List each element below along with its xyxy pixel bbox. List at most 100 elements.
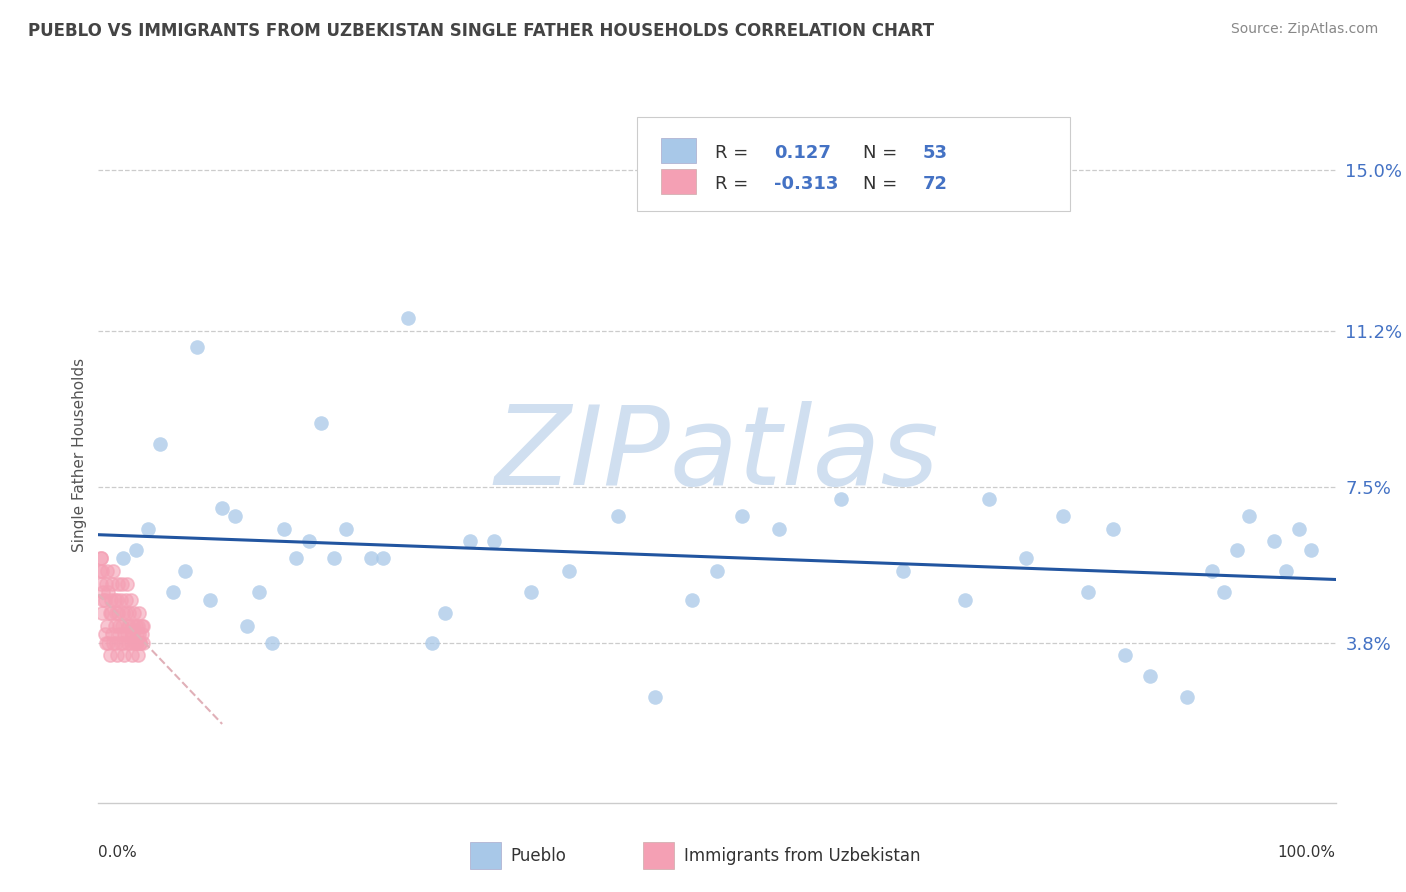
Point (128, 606, 150, 620)
Text: Immigrants from Uzbekistan: Immigrants from Uzbekistan (683, 847, 920, 864)
Point (979, 492, 1001, 507)
Point (111, 576, 134, 591)
Point (1275, 564, 1298, 578)
Point (101, 576, 124, 591)
Point (100, 606, 122, 620)
Point (557, 564, 579, 578)
Point (198, 593, 221, 607)
Bar (661, 169, 696, 194)
Point (162, 585, 184, 599)
Point (149, 437, 172, 451)
Point (115, 627, 138, 641)
Point (120, 635, 142, 649)
Point (298, 534, 321, 549)
Point (97, 585, 120, 599)
Point (114, 593, 136, 607)
Point (484, 534, 506, 549)
Point (1139, 669, 1161, 683)
Point (112, 648, 135, 663)
Bar (470, 842, 501, 869)
Text: -0.313: -0.313 (773, 176, 838, 194)
Point (1226, 542, 1249, 557)
Point (98, 606, 121, 620)
Point (107, 576, 129, 591)
Point (110, 593, 132, 607)
Text: R =: R = (714, 176, 754, 194)
Point (94, 635, 117, 649)
Point (96, 564, 118, 578)
Point (1213, 585, 1236, 599)
Point (104, 635, 127, 649)
Point (89, 564, 111, 578)
FancyBboxPatch shape (637, 118, 1070, 211)
Point (128, 627, 150, 641)
Point (124, 635, 146, 649)
Point (458, 534, 481, 549)
Point (422, 635, 444, 649)
Point (706, 564, 728, 578)
Point (125, 635, 148, 649)
Point (93, 627, 115, 641)
Point (104, 606, 127, 620)
Point (520, 585, 543, 599)
Point (768, 522, 790, 536)
Point (112, 551, 135, 566)
Point (103, 618, 125, 632)
Point (1299, 542, 1322, 557)
Point (322, 551, 344, 566)
Point (273, 522, 295, 536)
Point (396, 310, 419, 325)
Point (371, 551, 394, 566)
Point (1201, 564, 1223, 578)
Point (132, 635, 155, 649)
Point (90, 551, 112, 566)
Point (101, 627, 124, 641)
Point (236, 618, 259, 632)
Point (112, 627, 135, 641)
Text: 100.0%: 100.0% (1278, 845, 1336, 860)
Point (285, 551, 308, 566)
Point (1175, 690, 1198, 705)
Point (118, 618, 141, 632)
Point (118, 606, 141, 620)
Point (90, 576, 112, 591)
Point (122, 627, 145, 641)
Point (607, 509, 630, 524)
Point (131, 618, 153, 632)
Point (108, 627, 131, 641)
Point (107, 606, 129, 620)
Point (360, 551, 382, 566)
Text: N =: N = (863, 144, 903, 162)
Point (124, 542, 146, 557)
Point (112, 635, 135, 649)
Point (110, 635, 132, 649)
Y-axis label: Single Father Households: Single Father Households (72, 358, 87, 552)
Point (103, 635, 125, 649)
Point (112, 606, 135, 620)
Point (124, 635, 146, 649)
Point (681, 593, 703, 607)
Point (644, 690, 666, 705)
Text: 0.0%: 0.0% (98, 845, 138, 860)
Point (111, 618, 134, 632)
Point (93, 593, 115, 607)
Text: R =: R = (714, 144, 754, 162)
Point (335, 522, 357, 536)
Point (108, 618, 131, 632)
Point (1237, 509, 1260, 524)
Point (211, 500, 233, 515)
Point (1102, 522, 1125, 536)
Point (953, 593, 976, 607)
Point (121, 627, 143, 641)
Point (94, 576, 117, 591)
Point (309, 417, 332, 431)
Point (260, 635, 283, 649)
Bar (643, 842, 673, 869)
Point (129, 635, 152, 649)
Point (1077, 585, 1099, 599)
Text: 0.127: 0.127 (773, 144, 831, 162)
Point (132, 618, 155, 632)
Text: ZIPatlas: ZIPatlas (495, 401, 939, 508)
Point (91, 564, 114, 578)
Point (93, 593, 115, 607)
